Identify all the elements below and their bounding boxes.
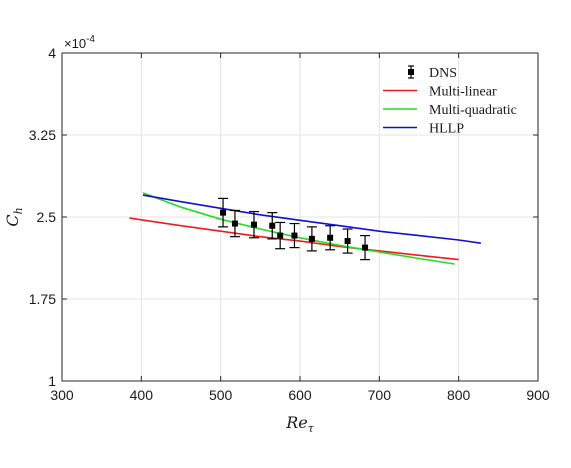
svg-text:Ch: Ch — [3, 207, 25, 226]
series-layer — [129, 192, 482, 265]
series-line-hllp — [142, 194, 482, 244]
y-tick-label: 2.5 — [37, 209, 57, 225]
dns-point — [275, 221, 286, 250]
y-tick-label: 1.75 — [29, 291, 56, 307]
x-tick-label: 500 — [209, 387, 233, 403]
dns-marker — [220, 209, 227, 216]
x-tick-label: 900 — [526, 387, 550, 403]
y-tick-label: 3.25 — [29, 127, 56, 143]
dns-marker — [362, 244, 369, 251]
legend-label: Multi-linear — [429, 85, 497, 100]
dns-marker — [269, 222, 276, 229]
y-tick-label: 4 — [48, 45, 56, 61]
x-tick-label: 700 — [368, 387, 392, 403]
dns-point — [360, 234, 371, 261]
legend-item-hllp: HLLP — [383, 122, 464, 137]
legend: DNS Multi-linear Multi-quadratic HLLP — [383, 65, 517, 137]
x-tick-label: 300 — [50, 387, 74, 403]
dns-point — [248, 210, 259, 239]
x-tick-label: 600 — [288, 387, 312, 403]
legend-label: Multi-quadratic — [429, 103, 517, 118]
legend-item-multi-linear: Multi-linear — [383, 85, 497, 100]
y-axis-label: Ch — [3, 207, 25, 226]
dns-marker — [277, 232, 284, 239]
legend-label: DNS — [429, 66, 457, 81]
dns-marker — [250, 221, 257, 228]
legend-item-dns: DNS — [408, 65, 457, 81]
dns-point — [218, 197, 229, 228]
dns-point — [306, 226, 317, 252]
dns-point — [325, 225, 336, 251]
x-tick-label: 400 — [130, 387, 154, 403]
x-axis-label: Reτ — [285, 413, 315, 435]
dns-marker — [231, 220, 238, 227]
dns-marker — [308, 235, 315, 242]
dns-point — [229, 209, 240, 238]
dns-point — [289, 222, 300, 249]
y-tick-label: 1 — [48, 373, 56, 389]
ticks: 300 400 500 600 700 800 900 1 1.75 2.5 3.25 4 — [29, 45, 550, 403]
dns-marker — [291, 232, 298, 239]
dns-point — [267, 212, 278, 240]
legend-item-multi-quadratic: Multi-quadratic — [383, 103, 517, 118]
legend-label: HLLP — [429, 122, 464, 137]
dns-point — [342, 228, 353, 254]
dns-marker — [344, 238, 351, 245]
x-tick-label: 800 — [447, 387, 471, 403]
series-line-multi-quadratic — [142, 192, 455, 265]
dns-layer — [218, 197, 371, 261]
legend-swatch-marker — [408, 69, 414, 75]
dns-marker — [327, 234, 334, 241]
series-line-multi-linear — [129, 217, 459, 261]
y-exponent-label: ×10-4 — [64, 34, 95, 51]
grid — [62, 53, 538, 381]
